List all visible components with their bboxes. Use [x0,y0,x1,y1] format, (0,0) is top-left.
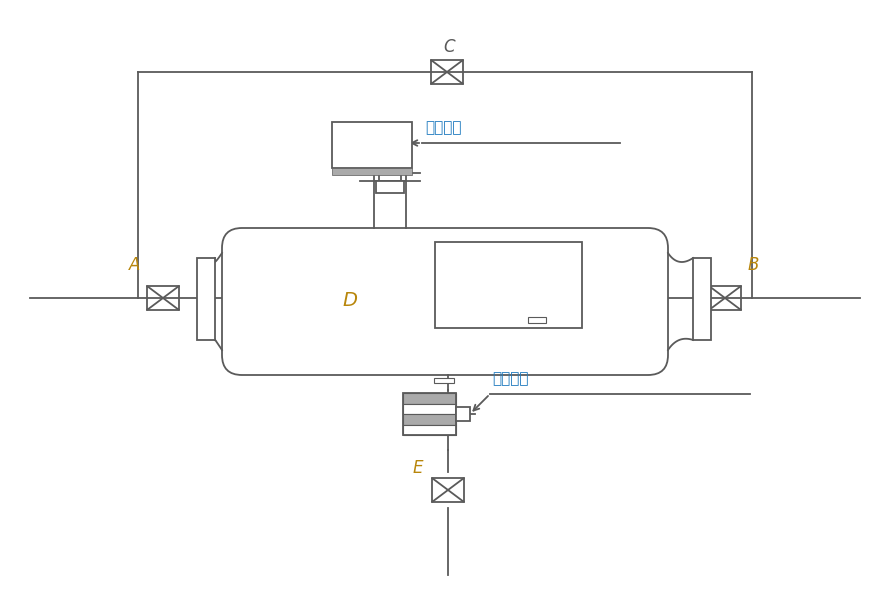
Text: B: B [748,256,758,274]
Bar [403,393,456,404]
Bar [528,317,546,323]
Text: 电动球阀: 电动球阀 [492,371,529,387]
Bar [435,242,582,328]
Text: 电动机构: 电动机构 [425,121,462,136]
Bar [456,407,470,421]
Bar [197,258,215,340]
Bar [403,404,456,414]
Text: D: D [343,290,358,310]
Text: E: E [413,459,424,477]
Bar [403,424,456,435]
Bar [693,258,711,340]
Text: C: C [443,38,455,56]
FancyBboxPatch shape [222,228,668,375]
Bar [434,378,454,383]
Bar [332,168,412,175]
Bar [376,181,404,193]
Bar [403,393,456,435]
Bar [403,414,456,424]
Text: A: A [129,256,141,274]
Bar [332,122,412,168]
